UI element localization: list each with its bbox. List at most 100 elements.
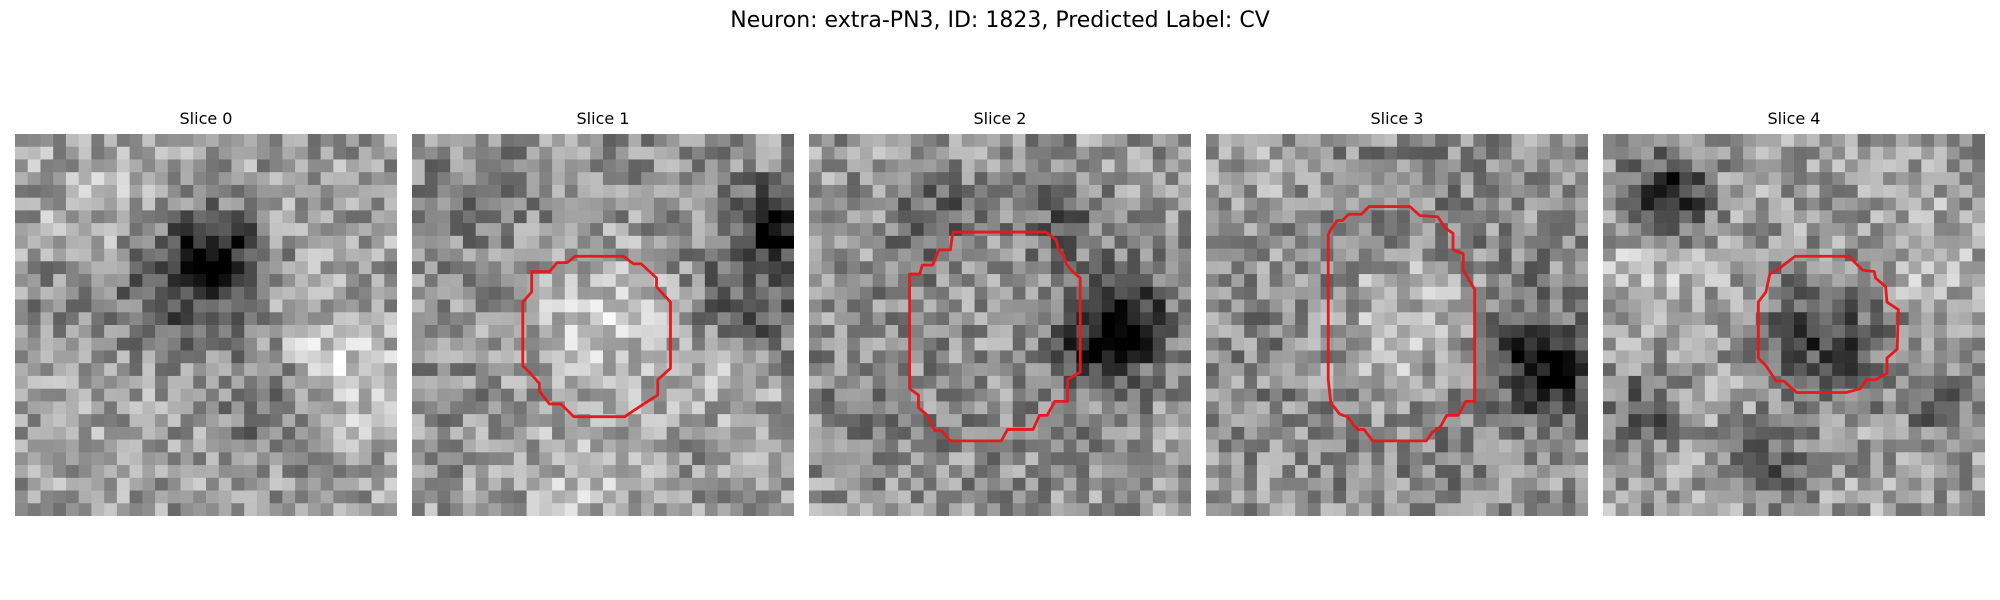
pixel-cell [1422,197,1436,211]
pixel-cell [1307,490,1322,504]
pixel-cell [1730,465,1744,479]
pixel-cell [333,274,347,288]
pixel-cell [1089,223,1103,237]
pixel-cell [1486,350,1500,364]
pixel-cell [1244,312,1258,326]
pixel-cell [1152,184,1167,199]
pixel-cell [1114,465,1128,479]
pixel-cell [1794,312,1808,326]
pixel-cell [755,388,770,402]
pixel-cell [1653,159,1668,173]
pixel-cell [704,350,719,364]
pixel-cell [218,477,232,492]
pixel-cell [1666,363,1680,377]
pixel-cell [1435,426,1449,441]
pixel-cell [1883,159,1897,173]
pixel-cell [1473,325,1487,339]
pixel-cell [1486,503,1500,516]
pixel-cell [1895,490,1910,504]
pixel-cell [755,312,770,326]
pixel-cell [923,388,937,402]
pixel-cell [424,223,438,237]
pixel-cell [104,299,118,313]
pixel-cell [1050,274,1065,288]
pixel-cell [218,235,232,250]
pixel-cell [437,477,451,492]
pixel-cell [155,401,169,415]
pixel-cell [1895,235,1910,250]
pixel-cell [193,414,207,428]
pixel-cell [1063,248,1077,262]
pixel-cell [1358,337,1373,351]
pixel-cell [78,197,92,211]
pixel-cell [1409,490,1423,504]
pixel-cell [1704,350,1719,364]
pixel-cell [1140,312,1154,326]
pixel-cell [898,235,912,250]
pixel-cell [834,223,848,237]
pixel-cell [53,134,67,148]
pixel-cell [653,490,668,504]
pixel-cell [53,401,67,415]
pixel-cell [1473,197,1487,211]
pixel-cell [1498,503,1513,516]
pixel-cell [1562,134,1576,148]
pixel-cell [1549,325,1564,339]
pixel-cell [78,184,92,199]
pixel-cell [936,172,950,186]
pixel-cell [1549,235,1564,250]
pixel-cell [437,210,451,224]
pixel-cell [692,248,706,262]
pixel-cell [1641,184,1655,199]
pixel-cell [1603,503,1617,516]
pixel-cell [641,286,655,301]
pixel-cell [603,274,617,288]
pixel-cell [1549,363,1564,377]
pixel-cell [1972,210,1985,224]
pixel-cell [628,350,642,364]
pixel-cell [1819,146,1833,160]
pixel-cell [1295,235,1309,250]
pixel-cell [885,477,899,492]
pixel-cell [743,286,757,301]
pixel-cell [1972,401,1985,415]
pixel-cell [501,401,515,415]
pixel-cell [155,299,169,313]
pixel-cell [949,261,963,275]
pixel-cell [1832,388,1846,402]
pixel-cell [1704,325,1719,339]
pixel-cell [371,325,385,339]
pixel-cell [53,375,67,390]
pixel-cell [717,134,731,148]
pixel-cell [923,299,937,313]
pixel-cell [1295,490,1309,504]
pixel-cell [1089,134,1103,148]
pixel-cell [1844,375,1859,390]
pixel-cell [1269,299,1283,313]
pixel-cell [1025,363,1039,377]
pixel-cell [847,439,861,453]
pixel-cell [781,465,794,479]
pixel-cell [898,503,912,516]
pixel-cell [65,299,80,313]
pixel-cell [1101,248,1116,262]
pixel-cell [1101,197,1116,211]
pixel-cell [295,337,309,351]
pixel-cell [1269,286,1283,301]
pixel-cell [1025,134,1039,148]
pixel-cell [1358,388,1373,402]
slice-image [809,134,1191,516]
pixel-cell [552,439,566,453]
pixel-cell [346,134,360,148]
pixel-cell [1641,261,1655,275]
pixel-cell [974,134,988,148]
pixel-cell [1755,210,1770,224]
pixel-cell [424,184,438,199]
pixel-cell [333,223,347,237]
pixel-cell [1486,312,1500,326]
pixel-cell [577,286,591,301]
pixel-cell [282,325,296,339]
pixel-cell [193,363,207,377]
pixel-cell [834,134,848,148]
pixel-cell [282,274,296,288]
